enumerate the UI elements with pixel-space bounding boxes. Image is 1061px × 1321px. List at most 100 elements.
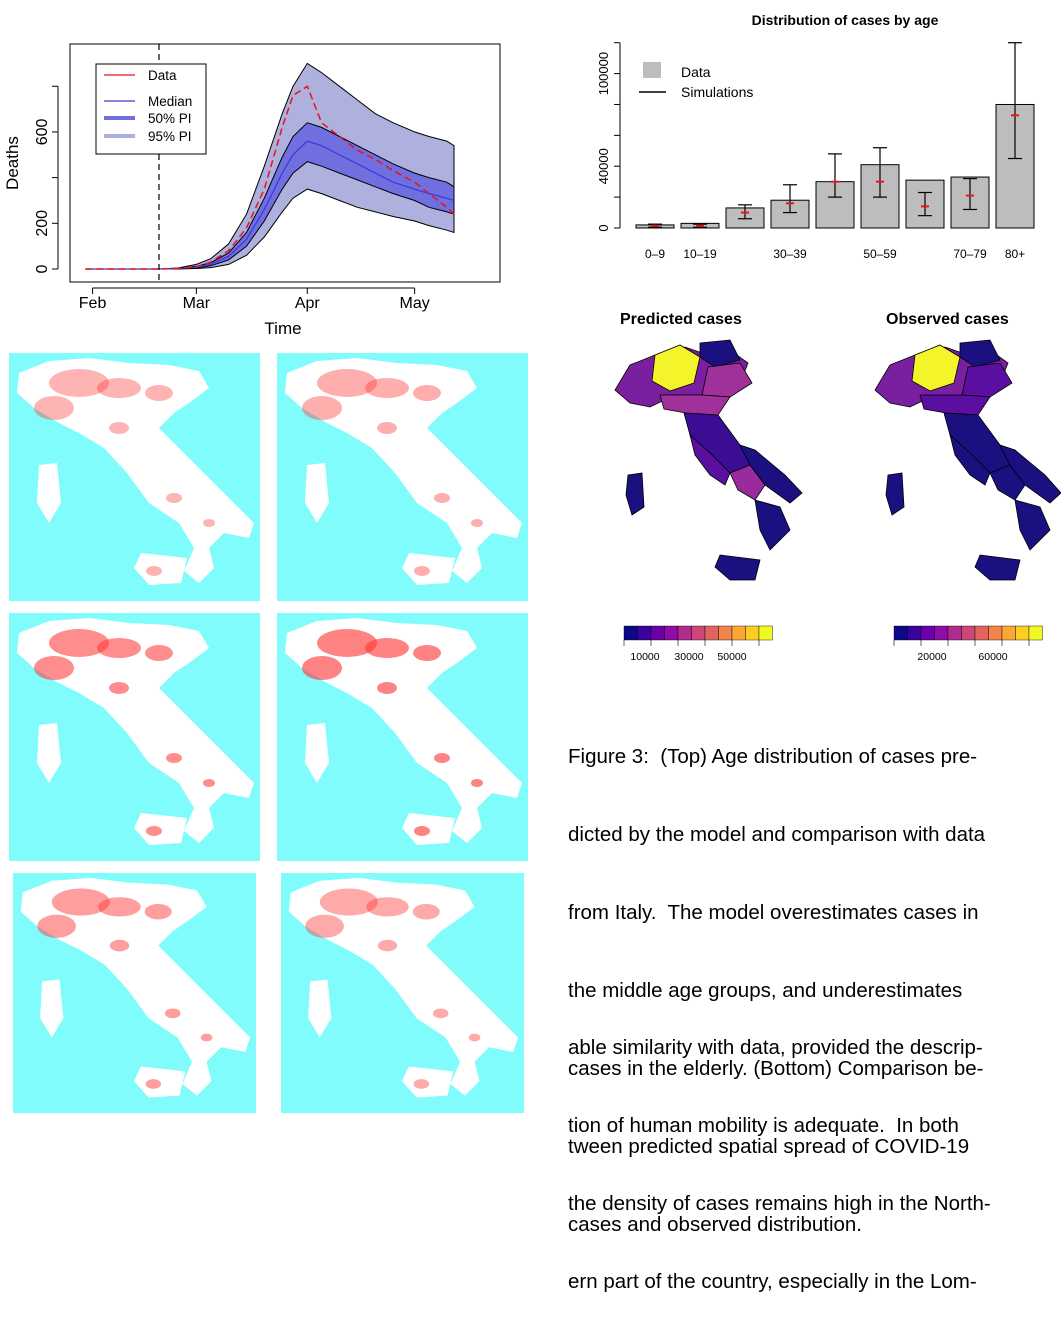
age-x-ticklabel: 10–19 xyxy=(683,247,717,261)
body-line: the density of cases remains high in the… xyxy=(568,1192,991,1215)
case-hotspot xyxy=(34,656,74,680)
italy-landmass xyxy=(288,877,519,1096)
case-hotspot xyxy=(471,779,483,787)
case-density-map xyxy=(13,873,256,1113)
pred-scale-swatch xyxy=(623,625,638,641)
case-hotspot xyxy=(203,779,215,787)
case-density-map xyxy=(281,873,524,1113)
case-hotspot xyxy=(413,385,441,401)
age-bar xyxy=(770,199,810,229)
case-density-map xyxy=(9,353,260,601)
obs-scale-swatch xyxy=(974,625,989,641)
age-y-ticklabel: 40000 xyxy=(596,148,611,184)
obs-scale-swatch xyxy=(988,625,1003,641)
case-hotspot xyxy=(366,897,409,917)
italy-landmass xyxy=(17,358,254,583)
data-line xyxy=(85,85,455,270)
case-density-map xyxy=(277,613,528,861)
case-density-map xyxy=(277,353,528,601)
predicted-color-scale: 10000 30000 50000 xyxy=(623,625,773,663)
case-hotspot xyxy=(144,903,172,920)
obs-scale-swatch xyxy=(961,625,976,641)
case-hotspot xyxy=(413,1079,430,1089)
deaths-x-ticklabel: Apr xyxy=(295,295,321,312)
pred-scale-swatch xyxy=(677,625,692,641)
age-x-ticklabel: 0–9 xyxy=(645,247,665,261)
obs-scale-swatch xyxy=(920,625,935,641)
pred-scale-swatch xyxy=(664,625,679,641)
legend-data: Data xyxy=(148,68,177,83)
case-hotspot xyxy=(302,656,342,680)
age-x-ticklabel: 30–39 xyxy=(773,247,807,261)
legend-95pi: 95% PI xyxy=(148,129,192,144)
age-chart: Distribution of cases by age 0–9 10–19 30–… xyxy=(596,12,1035,261)
pred-scale-swatch xyxy=(691,625,706,641)
figure-caption: Figure 3: (Top) Age distribution of case… xyxy=(568,692,1061,1264)
case-hotspot xyxy=(145,1079,162,1089)
case-hotspot xyxy=(166,493,182,503)
case-hotspot xyxy=(97,638,141,658)
age-y-ticklabel: 0 xyxy=(596,224,611,231)
deaths-x-ticklabel: Mar xyxy=(183,295,211,312)
caption-line: the middle age groups, and underestimate… xyxy=(568,979,963,1002)
sardinia-landmass xyxy=(305,723,329,783)
case-hotspot xyxy=(317,629,377,657)
obs-scale-swatch xyxy=(1001,625,1016,641)
case-hotspot xyxy=(34,396,74,420)
sicily-landmass xyxy=(402,1066,454,1098)
pred-scale-swatch xyxy=(650,625,665,641)
case-hotspot xyxy=(414,566,430,576)
case-hotspot xyxy=(37,914,76,938)
case-hotspot xyxy=(146,566,162,576)
obs-scale-swatch xyxy=(907,625,922,641)
sicily-landmass xyxy=(134,553,187,585)
case-hotspot xyxy=(109,682,129,694)
pred-scale-swatch xyxy=(745,625,760,641)
case-hotspot xyxy=(434,493,450,503)
pred-scale-swatch xyxy=(637,625,652,641)
age-chart-title: Distribution of cases by age xyxy=(752,12,939,28)
italy-landmass xyxy=(20,877,251,1096)
case-hotspot xyxy=(145,385,173,401)
observed-cases-map xyxy=(874,339,1061,581)
case-hotspot xyxy=(319,888,378,916)
case-hotspot xyxy=(413,645,441,661)
case-hotspot xyxy=(365,378,409,398)
caption-line: Figure 3: (Top) Age distribution of case… xyxy=(568,745,978,768)
pred-scale-swatch xyxy=(731,625,746,641)
predicted-cases-map xyxy=(614,339,803,581)
caption-line: from Italy. The model overestimates case… xyxy=(568,901,979,924)
case-hotspot xyxy=(145,645,173,661)
age-y-ticklabel: 100000 xyxy=(596,52,611,95)
case-hotspot xyxy=(365,638,409,658)
italy-landmass xyxy=(285,358,522,583)
case-hotspot xyxy=(414,826,430,836)
obs-scale-swatch xyxy=(1015,625,1030,641)
sicily-landmass xyxy=(134,1066,186,1098)
predicted-cases-title: Predicted cases xyxy=(620,311,742,328)
pred-scale-30000: 30000 xyxy=(674,651,703,663)
obs-scale-swatch xyxy=(947,625,962,641)
case-hotspot xyxy=(109,939,130,952)
case-hotspot xyxy=(51,888,110,916)
case-hotspot xyxy=(49,369,109,397)
deaths-chart: 0 200 600 Feb Mar Apr May Deaths Time Data Med… xyxy=(3,43,501,338)
obs-scale-swatch xyxy=(1028,625,1043,641)
case-hotspot xyxy=(432,1008,449,1019)
body-line: able similarity with data, provided the … xyxy=(568,1036,983,1059)
case-hotspot xyxy=(317,369,377,397)
case-hotspot xyxy=(377,422,397,434)
case-hotspot xyxy=(471,519,483,527)
deaths-ylabel: Deaths xyxy=(3,136,22,190)
age-x-ticklabel: 70–79 xyxy=(953,247,987,261)
pred-scale-10000: 10000 xyxy=(630,651,659,663)
sicily-landmass xyxy=(402,553,455,585)
legend-median: Median xyxy=(148,94,192,109)
deaths-xlabel: Time xyxy=(264,319,301,338)
deaths-y-ticklabel: 600 xyxy=(34,119,51,146)
case-hotspot xyxy=(146,826,162,836)
case-hotspot xyxy=(49,629,109,657)
observed-cases-title: Observed cases xyxy=(886,311,1009,328)
sardinia-landmass xyxy=(308,979,332,1038)
body-line: tion of human mobility is adequate. In b… xyxy=(568,1114,959,1137)
